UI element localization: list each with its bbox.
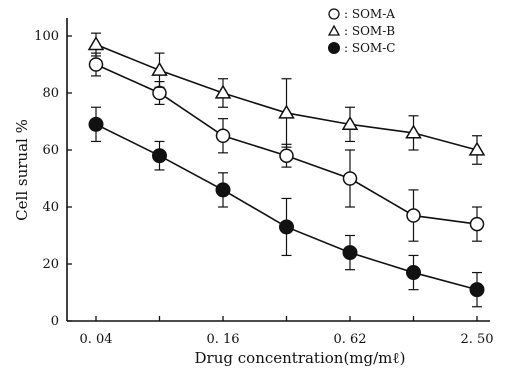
x-tick-label: 2. 50 (460, 332, 493, 347)
y-ticks: 0 20 40 60 80 100 (34, 29, 72, 329)
x-axis-label: Drug concentration(mg/mℓ) (195, 349, 406, 367)
series-layer (87, 32, 486, 308)
data-point-filled-circle (342, 245, 358, 261)
data-point-filled-circle (406, 265, 421, 281)
legend-label: : SOM-C (344, 41, 395, 55)
data-point-open-triangle (468, 141, 486, 156)
x-tick-label: 0. 16 (206, 332, 239, 347)
series-som-b (87, 32, 486, 165)
data-point-filled-circle (469, 282, 485, 298)
y-tick-label: 20 (42, 257, 59, 272)
data-point-open-triangle (341, 115, 359, 130)
x-tick-label: 0. 62 (333, 332, 366, 347)
data-point-open-circle (469, 216, 485, 232)
data-point-open-triangle (87, 36, 105, 51)
data-point-open-triangle (405, 124, 422, 139)
data-point-open-circle (215, 128, 231, 143)
legend-label: : SOM-A (344, 7, 395, 21)
x-ticks: 0. 04 0. 16 0. 62 2. 50 (79, 316, 494, 347)
data-point-open-circle (279, 148, 294, 163)
data-point-filled-circle (279, 219, 294, 235)
series-som-c (88, 106, 485, 308)
y-tick-label: 0 (51, 314, 59, 329)
data-point-open-circle (152, 85, 167, 101)
data-point-open-triangle (278, 104, 295, 119)
legend-label: : SOM-B (344, 24, 395, 38)
axes (66, 18, 490, 322)
legend: : SOM-A : SOM-B : SOM-C (327, 7, 395, 55)
y-axis-label: Cell surual % (13, 119, 31, 221)
y-tick-label: 60 (42, 143, 59, 158)
legend-marker-filled-circle (328, 42, 340, 54)
series-som-a (88, 52, 485, 242)
y-tick-label: 40 (42, 200, 59, 215)
data-point-filled-circle (88, 116, 104, 132)
data-point-filled-circle (215, 182, 231, 198)
y-tick-label: 100 (34, 29, 59, 44)
data-point-filled-circle (152, 148, 167, 164)
legend-marker-open-circle (328, 8, 340, 20)
data-point-open-triangle (151, 61, 168, 76)
legend-marker-open-triangle (327, 24, 341, 36)
data-point-open-circle (342, 171, 358, 186)
data-point-open-triangle (214, 84, 232, 99)
y-tick-label: 80 (42, 86, 59, 101)
data-point-open-circle (88, 57, 104, 72)
x-tick-label: 0. 04 (79, 332, 112, 347)
data-point-open-circle (406, 208, 421, 223)
